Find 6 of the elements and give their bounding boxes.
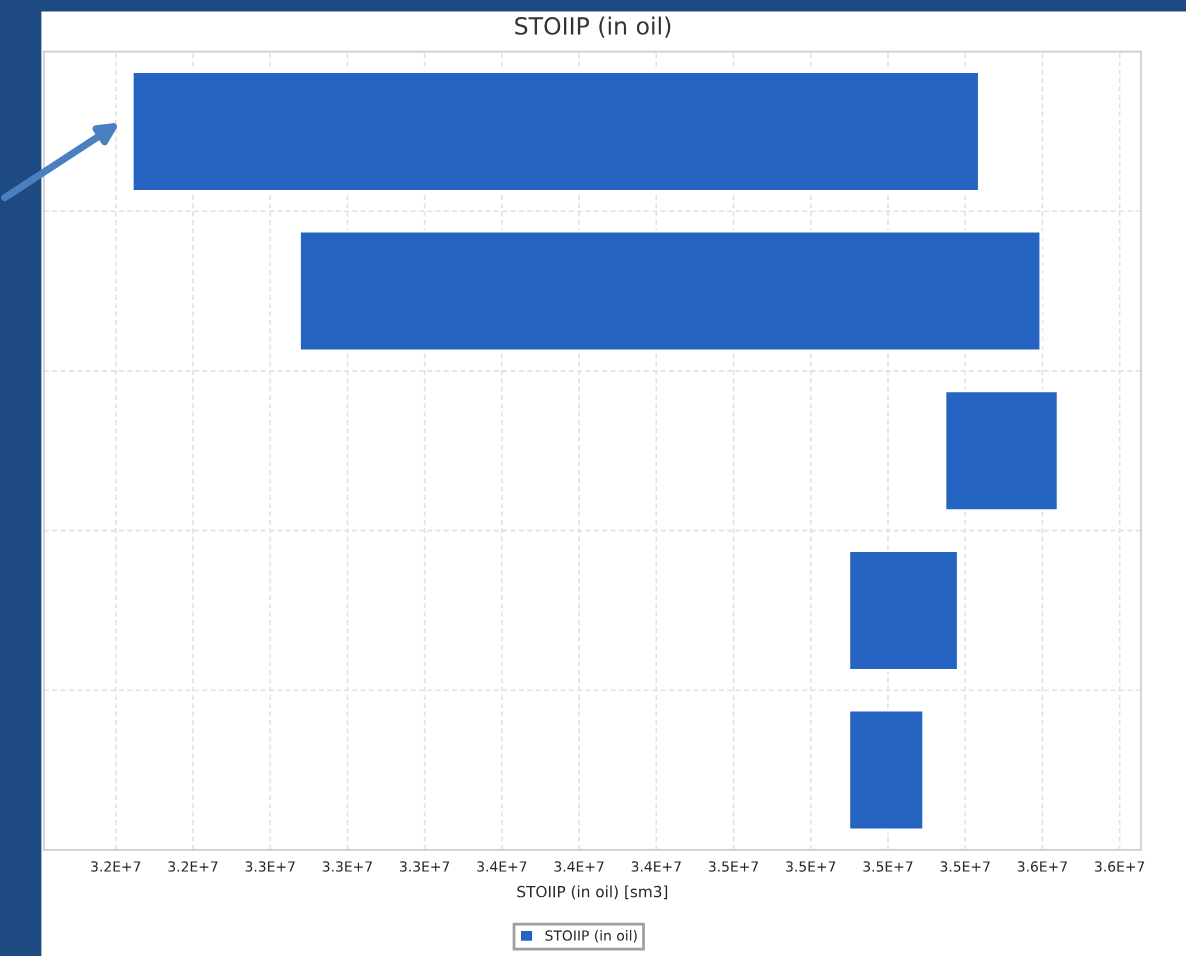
bar bbox=[847, 549, 960, 672]
bar bbox=[943, 389, 1060, 513]
bar bbox=[130, 70, 981, 193]
bar bbox=[847, 708, 926, 832]
chart-title: STOIIP (in oil) bbox=[515, 16, 671, 38]
bar bbox=[298, 229, 1043, 353]
